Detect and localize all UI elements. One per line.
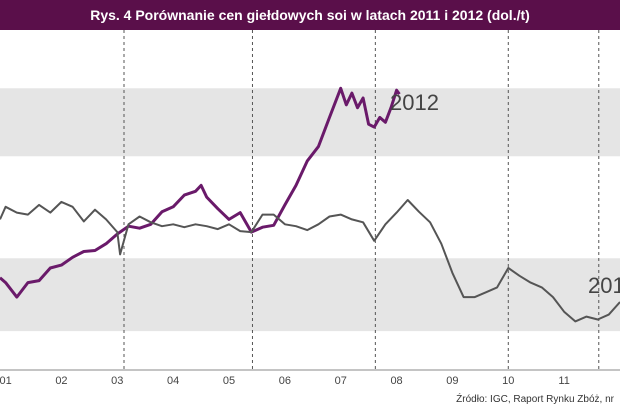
shaded-band-1 [0,88,620,157]
series-label-201: 201 [588,273,620,298]
series-labels: 2012 201 [390,90,620,298]
series-line-2012 [0,86,401,299]
chart-title: Rys. 4 Porównanie cen giełdowych soi w l… [90,7,530,23]
dashed-vertical-lines [123,30,600,370]
x-axis-ticks: 01 02 03 04 05 06 07 08 09 10 11 [0,375,570,387]
x-tick-label: 05 [223,375,235,387]
x-tick-label: 06 [279,375,291,387]
x-tick-label: 04 [167,375,179,387]
x-tick-label: 08 [390,375,402,387]
shaded-bands [0,88,620,332]
series-label-2012: 2012 [390,90,439,115]
x-tick-label: 09 [446,375,458,387]
series-line-2011 [0,199,620,323]
source-note: Źródło: IGC, Raport Rynku Zbóż, nr [456,394,614,405]
x-tick-label: 10 [502,375,514,387]
x-tick-label: 03 [111,375,123,387]
shaded-band-2 [0,258,620,332]
x-tick-label: 07 [335,375,347,387]
x-tick-label: 02 [55,375,67,387]
x-tick-label: 11 [558,375,569,387]
x-tick-label: 01 [0,375,12,387]
series-lines [0,86,620,323]
title-bar [0,0,620,30]
